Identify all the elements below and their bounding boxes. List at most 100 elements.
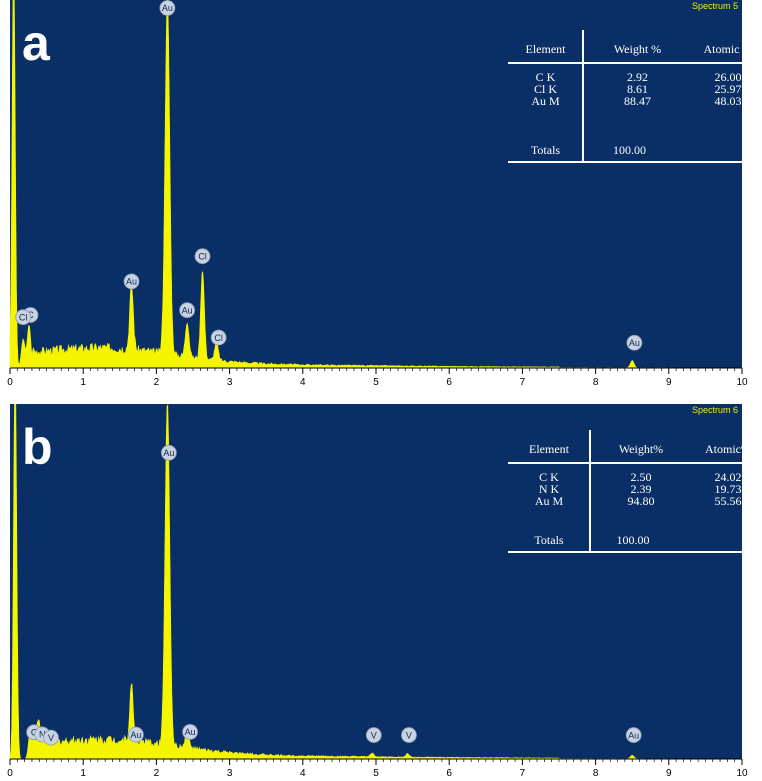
peak-label-badge xyxy=(210,329,227,346)
peak-label-text: Cl xyxy=(198,251,207,261)
table-header-cell: Weight% xyxy=(619,442,663,456)
peak-label-badge xyxy=(194,248,211,265)
x-tick-label: 2 xyxy=(154,377,160,388)
x-tick-label: 8 xyxy=(593,377,599,388)
peak-label-text: Cl xyxy=(19,312,28,322)
peak-label-badge xyxy=(15,309,32,326)
peak-label: Au xyxy=(123,273,140,290)
table-cell: 2.92 xyxy=(627,70,648,84)
x-tick-label: 2 xyxy=(154,768,160,779)
x-tick-label: 0 xyxy=(7,768,13,779)
x-tick-label: 1 xyxy=(80,377,86,388)
table-cell: 19.73 xyxy=(715,482,742,496)
table-cell: Au M xyxy=(535,494,564,508)
x-tick-label: 9 xyxy=(666,768,672,779)
table-cell: 94.80 xyxy=(628,494,655,508)
x-tick-label: 10 xyxy=(736,377,748,388)
peak-label-text: Au xyxy=(162,3,173,13)
table-header-cell: Element xyxy=(529,442,570,456)
x-tick-label: 10 xyxy=(736,768,748,779)
peak-label-text: V xyxy=(371,730,377,740)
table-header-cell: Element xyxy=(526,42,567,56)
peak-label: Au xyxy=(160,444,177,461)
peak-label-text: N xyxy=(39,730,46,740)
x-tick-label: 8 xyxy=(593,768,599,779)
x-tick-label: 5 xyxy=(373,377,379,388)
table-cell: 2.39 xyxy=(631,482,652,496)
composition-table: Element Weight% Atomic% C K 2.50 24.02 N K 2.39… xyxy=(508,430,760,553)
table-totals-label: Totals xyxy=(531,143,560,157)
peak-label: Au xyxy=(626,334,643,351)
plot-background xyxy=(10,404,742,759)
table-cell: 88.47 xyxy=(624,94,651,108)
peak-label-badge xyxy=(626,334,643,351)
peak-label-text: V xyxy=(48,733,54,743)
table-cell: N K xyxy=(539,482,560,496)
peak-label-badge xyxy=(43,729,59,746)
peak-label: Au xyxy=(625,727,642,743)
table-header-cell: Atomic % xyxy=(704,42,753,56)
x-tick-label: 6 xyxy=(446,768,452,779)
peak-label: V xyxy=(365,727,382,743)
peak-label: Au xyxy=(128,726,144,743)
peak-label: Au xyxy=(179,302,196,319)
peak-label-text: Au xyxy=(130,730,141,740)
x-tick-label: 1 xyxy=(80,768,86,779)
table-header-cell: Atomic% xyxy=(705,442,751,456)
peak-label: Cl xyxy=(15,309,32,326)
x-tick-label: 6 xyxy=(446,377,452,388)
spectrum-title: Spectrum 5 xyxy=(692,1,738,11)
x-tick-label: 4 xyxy=(300,768,306,779)
table-cell: C K xyxy=(536,70,556,84)
table-cell: 8.61 xyxy=(627,82,648,96)
spectrum-title: Spectrum 6 xyxy=(692,405,738,415)
peak-label: Cl xyxy=(210,329,227,346)
panel-letter: a xyxy=(22,15,51,71)
panel-letter: b xyxy=(22,419,53,475)
table-cell: 55.56 xyxy=(715,494,742,508)
peak-label-text: Au xyxy=(185,727,196,737)
peak-label-text: Au xyxy=(163,448,174,458)
peak-label-badge xyxy=(159,0,176,16)
table-totals-value: 100.00 xyxy=(617,533,650,547)
x-tick-label: 3 xyxy=(227,377,233,388)
x-tick-label: 3 xyxy=(227,768,233,779)
peak-label: Au xyxy=(182,724,198,740)
x-tick-label: 7 xyxy=(520,377,526,388)
spectrum-panel-b: Au C N V Au Au V V Au b Spectrum 6 Element Weight% At… xyxy=(0,404,762,781)
peak-label: V xyxy=(43,729,59,746)
composition-table: Element Weight % Atomic % C K 2.92 26.00 Cl K 8… xyxy=(508,30,760,163)
table-header-cell: Weight % xyxy=(614,42,661,56)
peak-label-badge xyxy=(160,444,177,461)
peak-label-text: Au xyxy=(182,305,193,315)
x-tick-label: 7 xyxy=(520,768,526,779)
peak-label-badge xyxy=(625,727,642,743)
x-tick-label: 4 xyxy=(300,377,306,388)
table-cell: 26.00 xyxy=(715,70,742,84)
spectrum-chart-a: AuCClAuAuClClAuaSpectrum 5ElementWeight … xyxy=(7,0,760,388)
table-cell: 2.50 xyxy=(631,470,652,484)
x-tick-label: 9 xyxy=(666,377,672,388)
table-cell: Cl K xyxy=(534,82,557,96)
peak-label-badge xyxy=(179,302,196,319)
spectrum-panel-a: AuCClAuAuClClAuaSpectrum 5ElementWeight … xyxy=(0,0,762,390)
peak-label-badge xyxy=(128,726,144,743)
peak-label: V xyxy=(401,727,417,743)
peak-label-text: Au xyxy=(629,338,640,348)
peak-label-text: Au xyxy=(628,730,639,740)
table-totals-label: Totals xyxy=(534,533,563,547)
peak-label-badge xyxy=(123,273,140,290)
peak-label-text: Cl xyxy=(214,333,223,343)
peak-label: Cl xyxy=(194,248,211,265)
table-cell: 25.97 xyxy=(715,82,742,96)
table-cell: C K xyxy=(539,470,559,484)
peak-label-text: V xyxy=(406,730,412,740)
x-tick-label: 5 xyxy=(373,768,379,779)
table-cell: 48.03 xyxy=(715,94,742,108)
peak-label: Au xyxy=(159,0,176,16)
peak-label-badge xyxy=(365,727,382,743)
table-cell: Au M xyxy=(531,94,560,108)
peak-label-text: C xyxy=(31,727,38,737)
table-cell: 24.02 xyxy=(715,470,742,484)
